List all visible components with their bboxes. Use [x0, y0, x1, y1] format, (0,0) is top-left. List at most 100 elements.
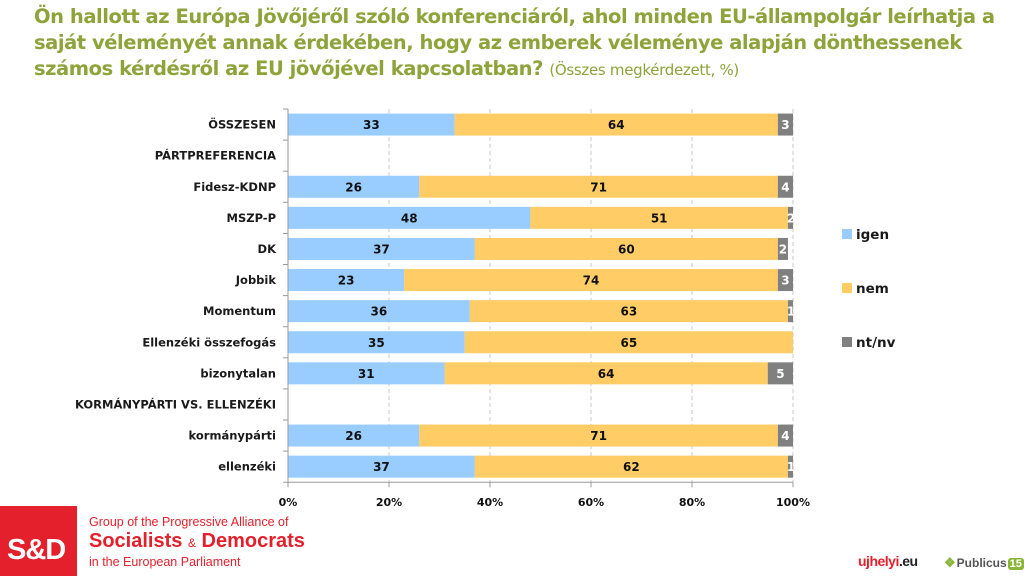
- data-label: 2: [779, 242, 787, 256]
- bar-segment-nem: [469, 300, 788, 323]
- chart-title-main: Ön hallott az Európa Jövőjéről szóló kon…: [34, 5, 995, 80]
- bar-segment-igen: [288, 206, 531, 229]
- axes: [283, 108, 794, 488]
- category-label: Fidesz-KDNP: [193, 180, 276, 194]
- data-label: 60: [618, 242, 635, 256]
- bar-segment-nt-nv: [777, 424, 793, 447]
- publicus-text: Publicus: [956, 556, 1007, 570]
- category-labels: ÖSSZESEN PÁRTPREFERENCIA Fidesz-KDNP MSZP-P…: [75, 117, 277, 474]
- bar-segment-nt-nv: [767, 362, 793, 385]
- data-label: 71: [590, 429, 607, 443]
- bar-segment-igen: [288, 424, 420, 447]
- data-label: 1: [787, 305, 795, 319]
- gridlines: [388, 109, 794, 483]
- data-label: 31: [358, 367, 375, 381]
- publicus-diamond-icon: ❖: [944, 555, 956, 570]
- category-label: Momentum: [203, 304, 276, 318]
- x-tick-label: 80%: [679, 496, 705, 509]
- bar-segment-nt-nv: [787, 206, 793, 229]
- chart-subtitle: (Összes megkérdezett, %): [549, 61, 739, 79]
- category-label: ÖSSZESEN: [208, 117, 276, 132]
- data-label: 4: [781, 429, 789, 443]
- x-tick-label: 100%: [776, 496, 810, 509]
- bar-segment-igen: [288, 455, 475, 478]
- category-label: PÁRTPREFERENCIA: [155, 148, 276, 163]
- bar-segment-nt-nv: [787, 300, 793, 323]
- legend-swatch-nt-nv: [842, 337, 852, 347]
- ujhelyi-eu-text: .eu: [898, 553, 918, 569]
- sd-line-1: Group of the Progressive Alliance of: [89, 515, 289, 529]
- sd-democrats: Democrats: [201, 530, 305, 552]
- category-label: kormánypárti: [189, 429, 276, 443]
- legend-swatch-igen: [842, 229, 852, 239]
- bar-segment-nem: [419, 175, 778, 198]
- data-label: 2: [787, 211, 795, 225]
- data-label: 3: [781, 274, 789, 288]
- sd-line-2: Socialists & Democrats: [89, 530, 305, 554]
- x-tick-label: 40%: [477, 496, 503, 509]
- data-label: 1: [787, 460, 795, 474]
- data-label: 35: [368, 336, 385, 350]
- sd-line-3: in the European Parliament: [89, 555, 241, 569]
- data-label: 64: [608, 118, 625, 132]
- bar-segment-nem: [454, 113, 778, 136]
- category-label: ellenzéki: [218, 460, 276, 474]
- data-label: 36: [371, 305, 388, 319]
- bar-segment-nt-nv: [777, 175, 793, 198]
- sd-logo-text: S&D: [7, 534, 66, 566]
- bar-segment-igen: [288, 237, 475, 260]
- data-label: 26: [345, 180, 362, 194]
- data-label: 74: [583, 274, 600, 288]
- x-tick-label: 20%: [376, 496, 402, 509]
- bar-segment-nt-nv: [777, 269, 793, 292]
- bar-segment-igen: [288, 113, 455, 136]
- bar-segment-nem: [419, 424, 778, 447]
- data-label: 71: [590, 180, 607, 194]
- sd-group-name: Group of the Progressive Alliance of Soc…: [89, 514, 305, 570]
- data-label: 33: [363, 118, 380, 132]
- bar-segment-igen: [288, 300, 470, 323]
- category-label: Ellenzéki összefogás: [142, 335, 276, 349]
- bar-segment-nt-nv: [777, 113, 793, 136]
- data-label: 65: [621, 336, 638, 350]
- legend-label: nem: [856, 281, 889, 297]
- bar-segment-nem: [474, 237, 778, 260]
- ujhelyi-text: ujhelyi: [858, 553, 899, 569]
- bar-segment-nem: [530, 206, 788, 229]
- legend-label: nt/nv: [856, 335, 896, 351]
- legend-label: igen: [856, 227, 889, 243]
- data-label: 3: [781, 118, 789, 132]
- bar-segment-nt-nv: [777, 237, 788, 260]
- data-label: 48: [401, 211, 418, 225]
- data-label: 64: [598, 367, 615, 381]
- category-label: Jobbik: [235, 273, 277, 287]
- bar-segment-igen: [288, 362, 445, 385]
- chart-title: Ön hallott az Európa Jövőjéről szóló kon…: [34, 4, 1019, 83]
- sd-socialists: Socialists: [89, 530, 183, 552]
- x-tick-labels: 0% 20% 40% 60% 80% 100%: [279, 496, 810, 509]
- data-label: 62: [623, 460, 640, 474]
- ujhelyi-logo: ujhelyi.eu: [858, 553, 918, 569]
- data-label: 51: [651, 211, 668, 225]
- data-label: 5: [776, 367, 784, 381]
- bar-segment-nt-nv: [787, 455, 793, 478]
- bar-segment-nem: [464, 331, 793, 354]
- bars: 33 64 3 26 71 4 48 51 2 37 60 2 23 74 3 36 63 1 35 65 31 64 5 2…: [288, 113, 795, 478]
- bar-segment-igen: [288, 175, 420, 198]
- data-label: 37: [373, 460, 390, 474]
- x-tick-label: 60%: [578, 496, 604, 509]
- data-label: 26: [345, 429, 362, 443]
- bar-segment-igen: [288, 331, 465, 354]
- data-label: 37: [373, 242, 390, 256]
- x-tick-label: 0%: [279, 496, 298, 509]
- legend: igen nem nt/nv: [842, 227, 896, 351]
- bar-segment-nem: [404, 269, 778, 292]
- publicus-number: 15: [1007, 558, 1024, 570]
- category-label: KORMÁNYPÁRTI VS. ELLENZÉKI: [75, 396, 276, 411]
- legend-swatch-nem: [842, 283, 852, 293]
- category-label: bizonytalan: [200, 366, 276, 380]
- category-label: MSZP-P: [227, 211, 277, 225]
- publicus-logo: ❖Publicus 15: [944, 555, 1024, 571]
- bar-segment-igen: [288, 269, 405, 292]
